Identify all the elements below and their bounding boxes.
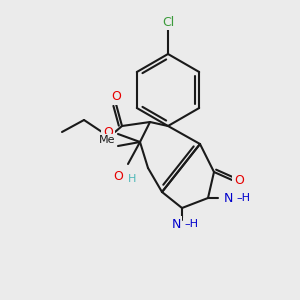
Text: Me: Me	[98, 135, 115, 145]
Text: N: N	[171, 218, 181, 230]
Text: –H: –H	[236, 193, 250, 203]
Text: O: O	[234, 173, 244, 187]
Text: N: N	[223, 191, 233, 205]
Text: –H: –H	[184, 219, 198, 229]
Text: Cl: Cl	[162, 16, 174, 28]
Text: O: O	[103, 125, 113, 139]
Text: H: H	[128, 174, 136, 184]
Text: O: O	[111, 91, 121, 103]
Text: O: O	[113, 169, 123, 182]
